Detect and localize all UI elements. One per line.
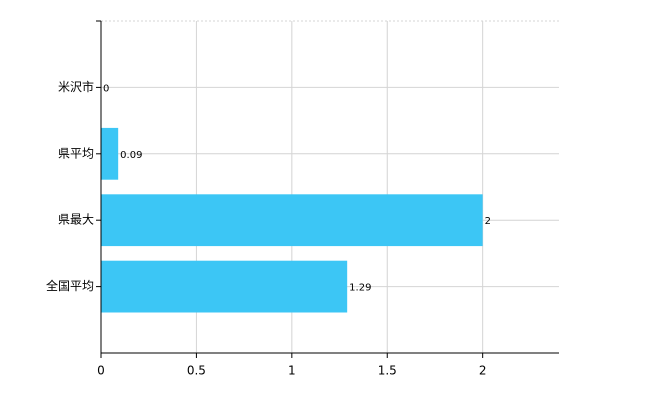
x-tick-label: 1 — [288, 364, 296, 378]
x-tick-label: 0 — [97, 364, 105, 378]
value-label: 1.29 — [349, 283, 371, 294]
value-label: 0 — [103, 83, 109, 94]
y-tick-label: 全国平均 — [46, 278, 94, 293]
x-tick-label: 2 — [479, 364, 487, 378]
bar — [101, 260, 348, 313]
bar — [101, 194, 483, 247]
bar — [101, 127, 119, 180]
value-label: 2 — [485, 216, 491, 227]
x-tick-label: 1.5 — [378, 364, 397, 378]
value-label: 0.09 — [120, 150, 142, 161]
x-tick-label: 0.5 — [187, 364, 206, 378]
y-tick-label: 県最大 — [58, 213, 94, 227]
y-tick-label: 米沢市 — [58, 79, 94, 94]
y-tick-label: 県平均 — [58, 146, 94, 160]
